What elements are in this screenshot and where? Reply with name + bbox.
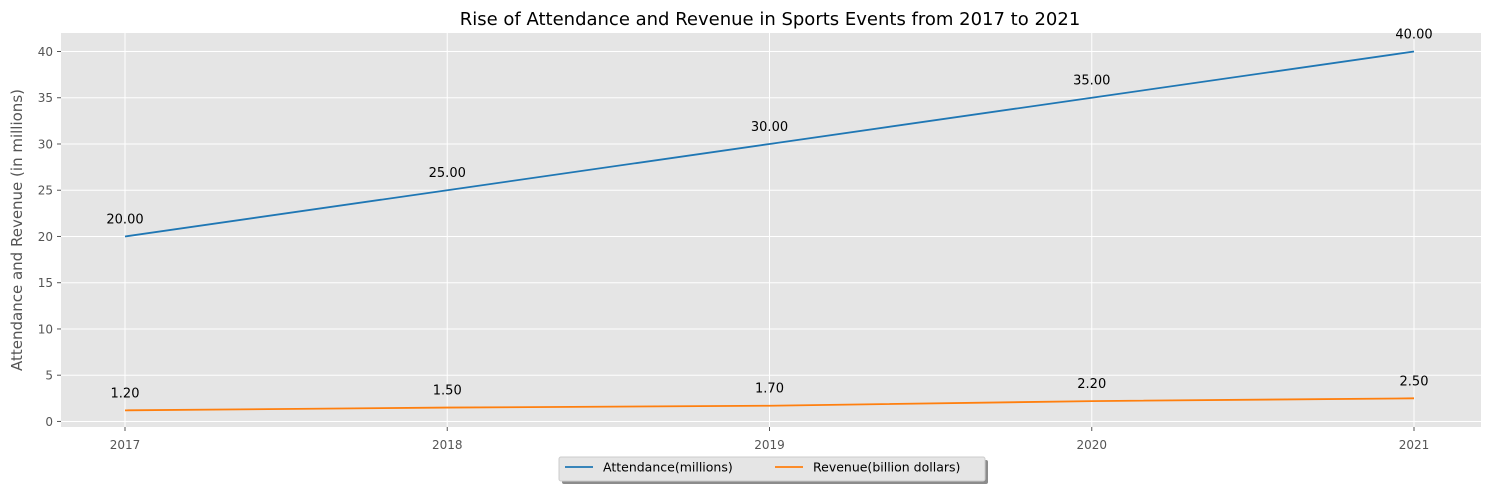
data-label-attendance: 35.00 xyxy=(1073,74,1110,89)
data-label-attendance: 25.00 xyxy=(429,166,466,181)
legend: Attendance(millions) Revenue(billion dol… xyxy=(558,456,988,484)
x-tick-label: 2020 xyxy=(1076,438,1107,452)
data-label-revenue: 2.20 xyxy=(1077,377,1106,392)
y-tick-label: 15 xyxy=(38,276,53,290)
data-label-attendance: 30.00 xyxy=(751,120,788,135)
y-tick-label: 5 xyxy=(45,369,53,383)
data-label-revenue: 1.20 xyxy=(111,386,140,401)
y-tick-label: 40 xyxy=(38,45,53,59)
data-label-attendance: 20.00 xyxy=(106,212,143,227)
y-tick-label: 10 xyxy=(38,322,53,336)
y-tick-label: 30 xyxy=(38,137,53,151)
x-tick-label: 2018 xyxy=(432,438,463,452)
data-label-revenue: 1.70 xyxy=(755,382,784,397)
x-tick-label: 2021 xyxy=(1399,438,1430,452)
y-tick-label: 25 xyxy=(38,184,53,198)
y-tick-label: 35 xyxy=(38,91,53,105)
plot-background xyxy=(61,33,1481,427)
chart-title: Rise of Attendance and Revenue in Sports… xyxy=(460,9,1081,30)
series-line-revenue xyxy=(124,397,1415,412)
series-line-attendance xyxy=(124,50,1415,238)
data-labels: 20.00 25.00 30.00 35.00 40.00 1.20 1.50 1.70 2.2… xyxy=(106,27,1432,401)
y-axis-ticks: 0 5 10 15 20 25 30 35 40 xyxy=(38,45,61,429)
y-tick-label: 20 xyxy=(38,230,53,244)
x-tick-label: 2019 xyxy=(754,438,785,452)
gridlines xyxy=(61,33,1481,427)
legend-label-revenue: Revenue(billion dollars) xyxy=(813,460,960,475)
y-tick-label: 0 xyxy=(45,415,53,429)
data-label-revenue: 1.50 xyxy=(433,384,462,399)
x-tick-label: 2017 xyxy=(110,438,141,452)
data-label-revenue: 2.50 xyxy=(1400,374,1429,389)
data-label-attendance: 40.00 xyxy=(1395,27,1432,42)
series-layer xyxy=(124,50,1415,412)
legend-box xyxy=(558,456,986,482)
legend-label-attendance: Attendance(millions) xyxy=(603,460,733,475)
x-axis-ticks: 2017 2018 2019 2020 2021 xyxy=(110,427,1430,452)
y-axis-label: Attendance and Revenue (in millions) xyxy=(8,89,26,371)
